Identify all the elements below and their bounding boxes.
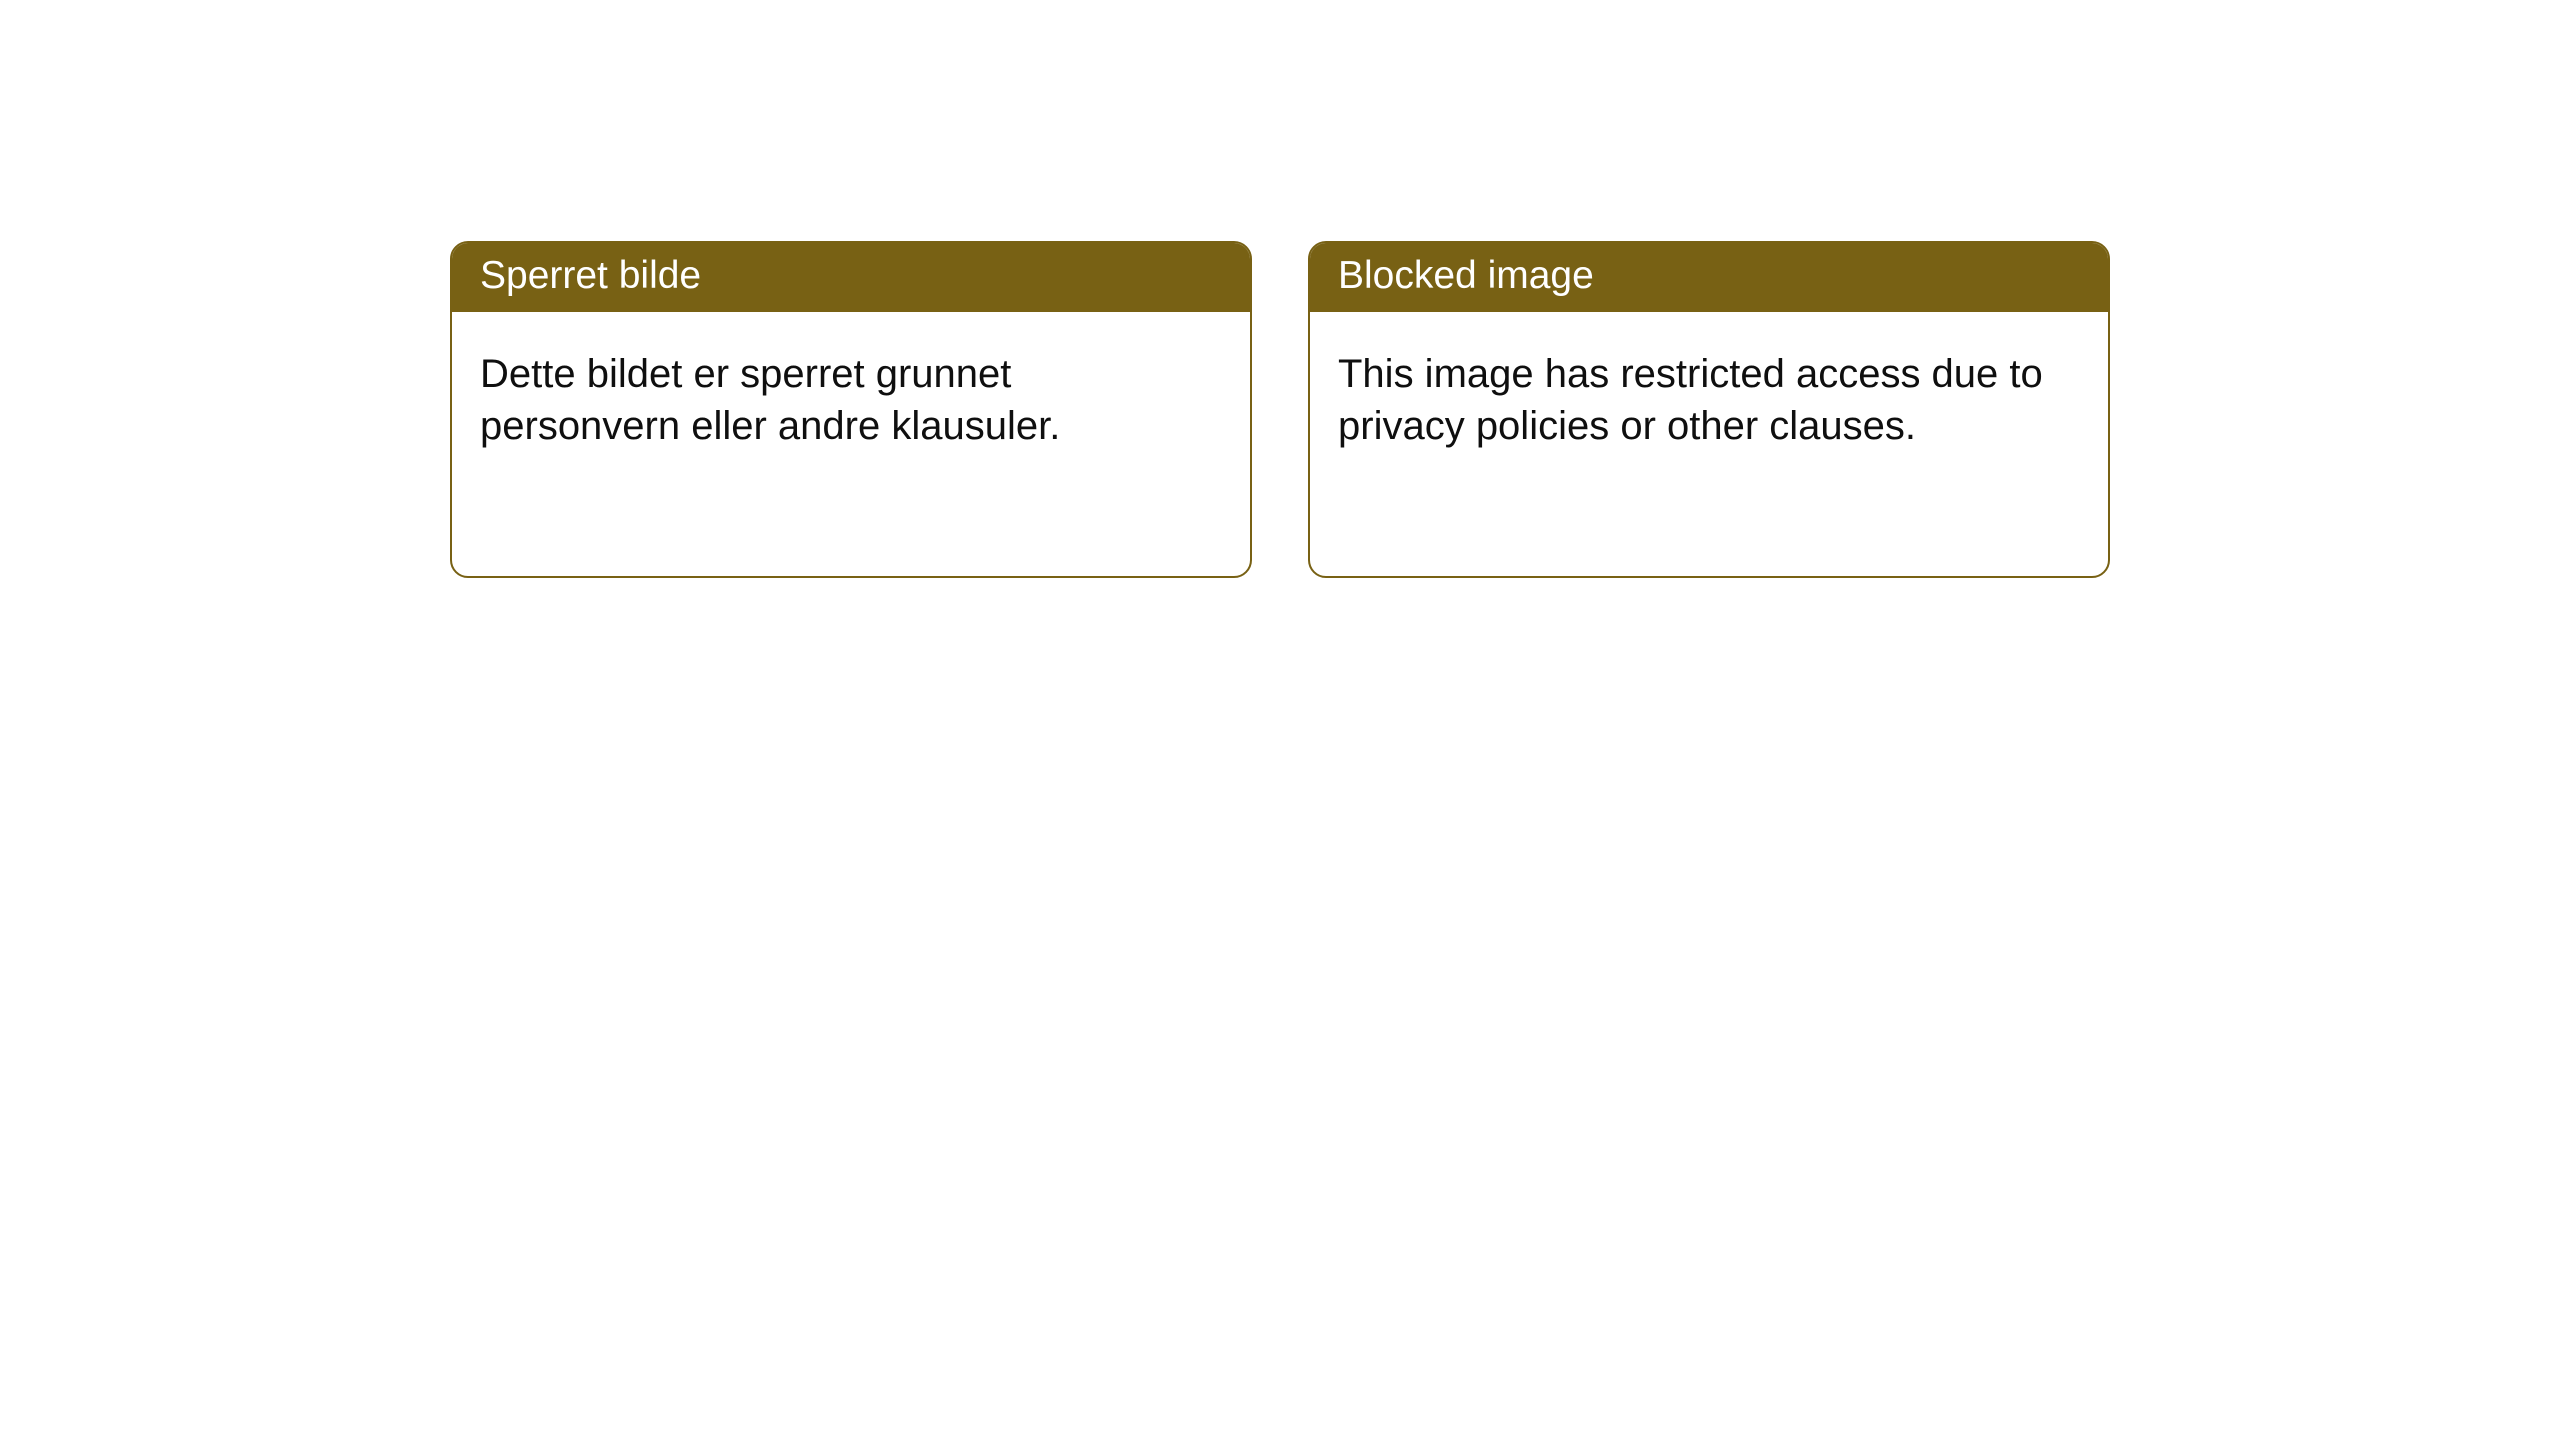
blocked-image-card-norwegian: Sperret bilde Dette bildet er sperret gr… [450, 241, 1252, 578]
card-title-norwegian: Sperret bilde [452, 243, 1250, 312]
card-body-norwegian: Dette bildet er sperret grunnet personve… [452, 312, 1250, 480]
blocked-image-card-english: Blocked image This image has restricted … [1308, 241, 2110, 578]
notice-cards-container: Sperret bilde Dette bildet er sperret gr… [0, 0, 2560, 578]
card-title-english: Blocked image [1310, 243, 2108, 312]
card-body-english: This image has restricted access due to … [1310, 312, 2108, 480]
